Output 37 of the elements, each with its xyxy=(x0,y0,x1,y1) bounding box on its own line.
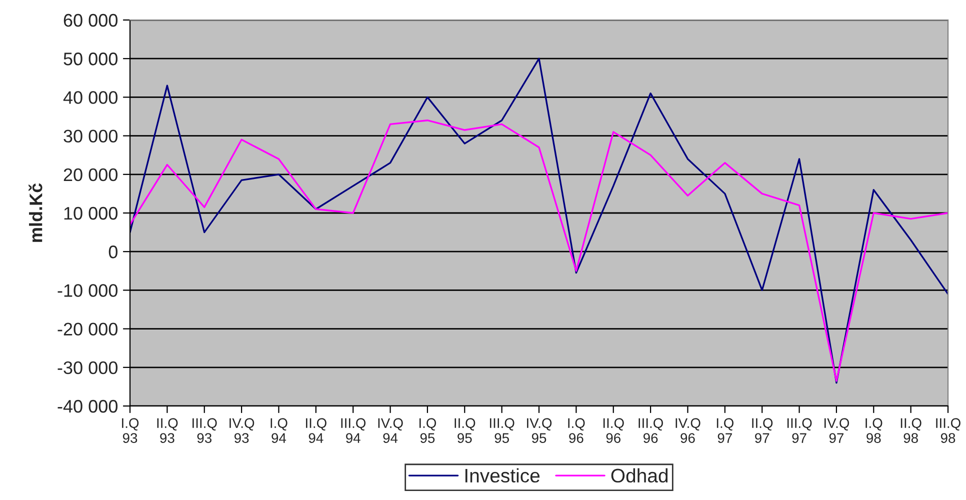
x-tick-label: I.Q 96 xyxy=(568,418,585,443)
x-tick-label: IV.Q 97 xyxy=(824,418,850,443)
y-tick-label: 30 000 xyxy=(64,130,118,143)
y-tick-label: 40 000 xyxy=(63,91,118,104)
y-tick-label: 10 000 xyxy=(64,206,118,220)
x-tick-label: III.Q 97 xyxy=(787,418,812,443)
x-tick-label: III.Q 93 xyxy=(192,418,217,443)
x-tick-label: II.Q 93 xyxy=(157,418,178,443)
y-tick-label: 50 000 xyxy=(64,52,118,66)
y-tick-label: 60 000 xyxy=(64,14,118,27)
x-tick-label: II.Q 96 xyxy=(603,418,624,443)
x-tick-label: III.Q 95 xyxy=(490,418,514,443)
x-tick-label: I.Q 98 xyxy=(866,418,882,443)
x-tick-label: I.Q 94 xyxy=(270,418,288,443)
x-tick-label: II.Q 94 xyxy=(306,418,326,443)
x-tick-label: II.Q 98 xyxy=(900,418,922,443)
x-tick-label: IV.Q 96 xyxy=(676,418,700,443)
y-tick-label: -10 000 xyxy=(58,284,118,297)
x-tick-label: IV.Q 94 xyxy=(378,418,403,443)
x-tick-label: I.Q 97 xyxy=(716,418,734,443)
x-tick-label: II.Q 97 xyxy=(752,418,773,443)
x-tick-label: I.Q 95 xyxy=(419,418,436,443)
x-tick-label: III.Q 96 xyxy=(638,418,663,443)
y-tick-label: 0 xyxy=(108,246,118,258)
x-tick-label: III.Q 98 xyxy=(936,418,960,443)
legend-label: Investice xyxy=(465,468,540,483)
x-tick-label: IV.Q 95 xyxy=(527,418,552,443)
y-axis-title: mld.Kč xyxy=(28,183,42,242)
y-tick-label: -30 000 xyxy=(58,361,118,374)
legend-label: Odhad xyxy=(611,468,668,483)
y-tick-label: -20 000 xyxy=(58,322,118,336)
x-tick-label: II.Q 95 xyxy=(454,418,476,443)
y-tick-label: 20 000 xyxy=(64,168,118,182)
x-tick-label: III.Q 94 xyxy=(341,418,366,443)
x-tick-label: I.Q 93 xyxy=(122,418,139,443)
y-tick-label: -40 000 xyxy=(58,400,118,413)
x-tick-label: IV.Q 93 xyxy=(230,418,254,443)
